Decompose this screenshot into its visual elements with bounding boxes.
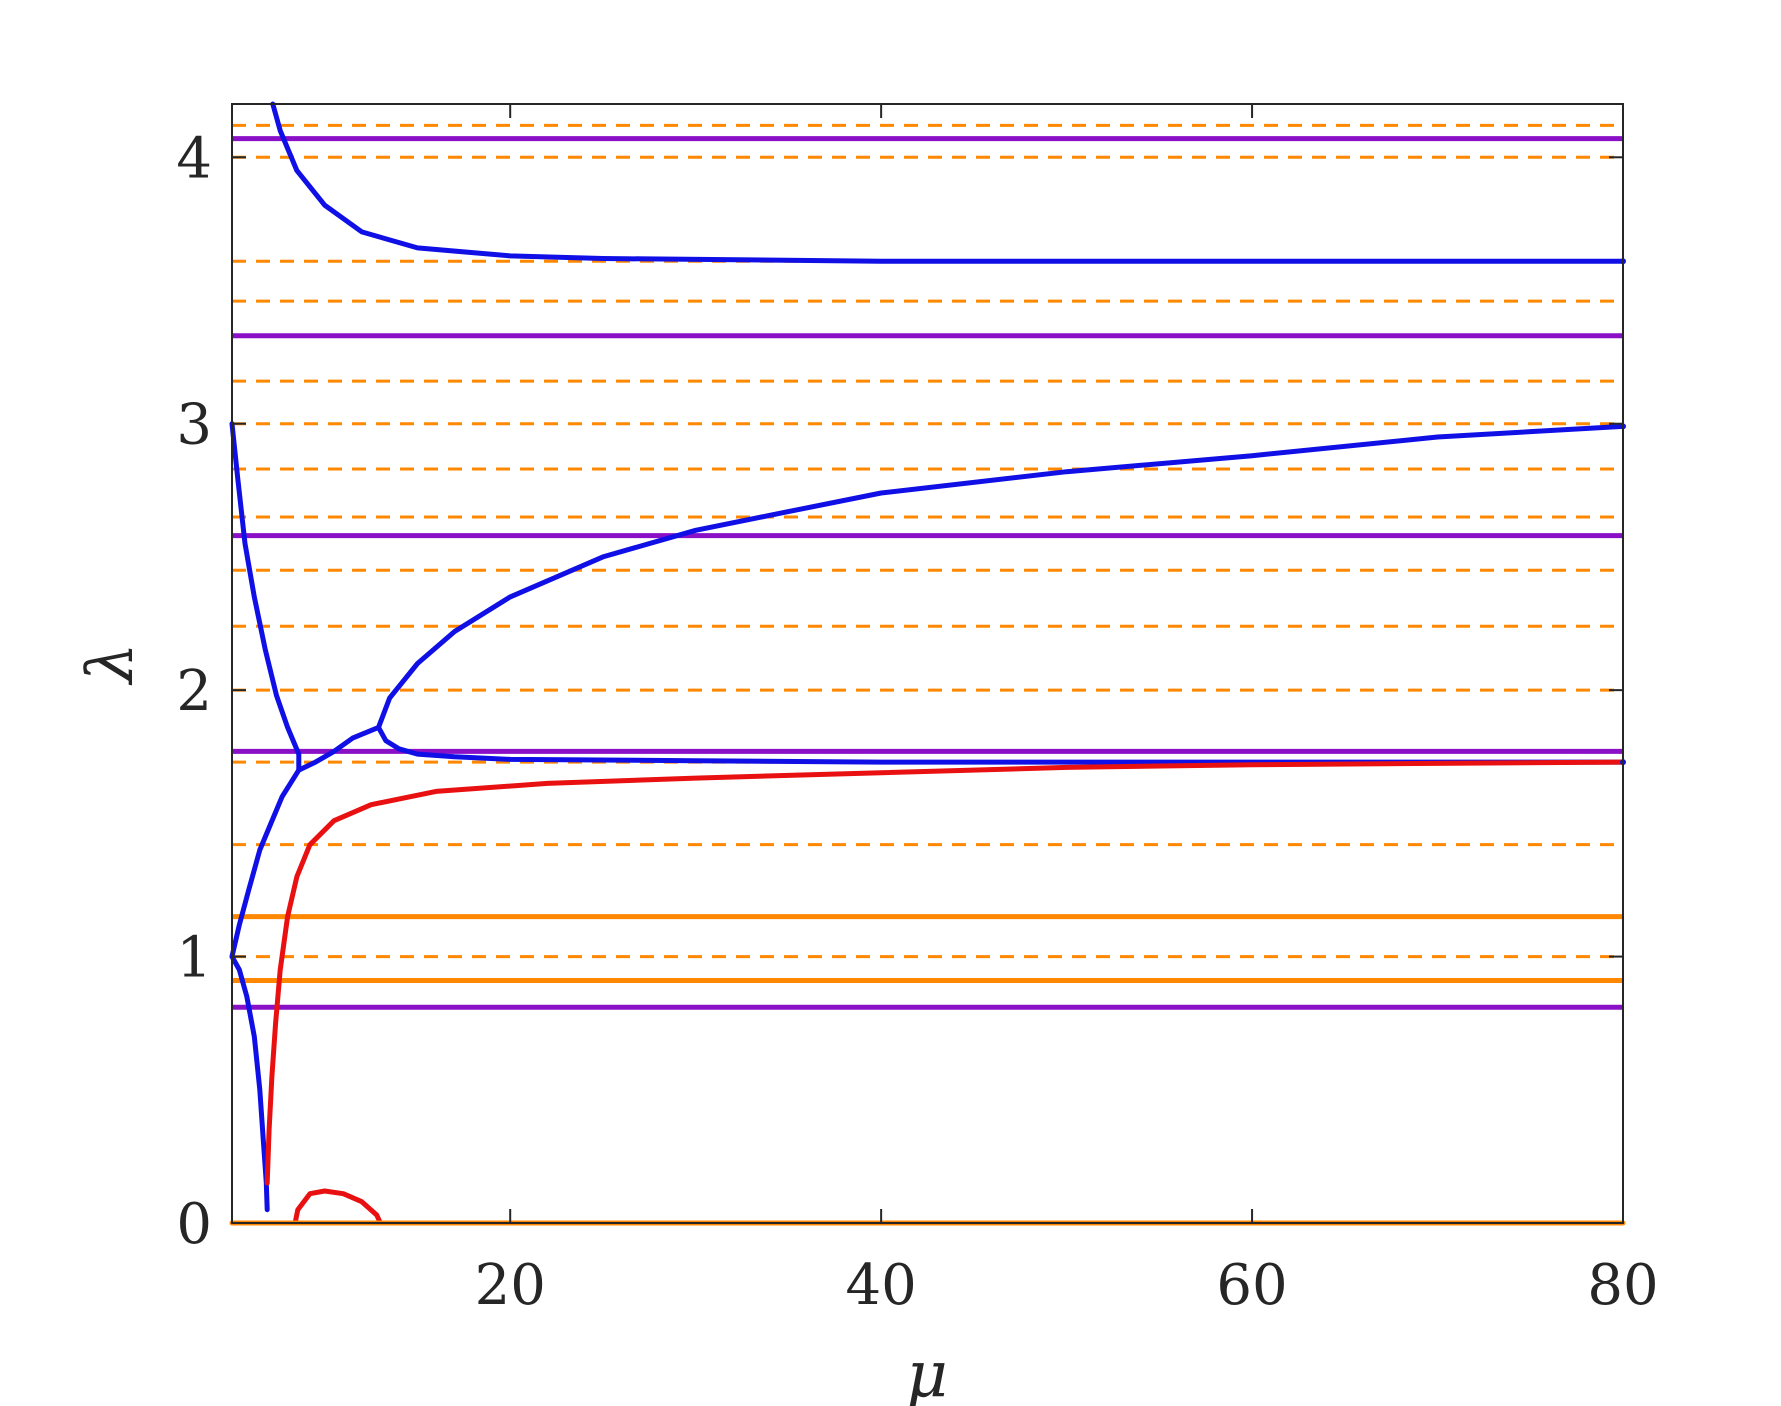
blue-curve	[376, 724, 1626, 765]
y-tick-label: 3	[176, 393, 212, 458]
y-axis-label: λ	[74, 643, 148, 687]
axis-ticks: 20 40 60 80 0 1 2 3 4	[176, 104, 1659, 1318]
y-tick-label: 0	[176, 1192, 212, 1257]
y-tick-label: 1	[176, 926, 212, 991]
blue-curve	[229, 421, 302, 773]
x-tick-label: 20	[475, 1253, 546, 1318]
x-tick-label: 40	[846, 1253, 917, 1318]
red-curve	[264, 759, 1626, 1186]
blue-curve	[270, 101, 1626, 264]
x-axis-label: μ	[906, 1338, 948, 1406]
plot-area-background	[232, 104, 1623, 1223]
red-curve	[292, 1188, 383, 1226]
x-tick-label: 80	[1587, 1253, 1658, 1318]
blue-curve	[229, 724, 381, 960]
plot-frame	[231, 103, 1624, 1224]
y-tick-label: 4	[176, 126, 212, 191]
blue-curve	[376, 423, 1626, 730]
x-tick-label: 60	[1216, 1253, 1287, 1318]
y-tick-label: 2	[176, 659, 212, 724]
